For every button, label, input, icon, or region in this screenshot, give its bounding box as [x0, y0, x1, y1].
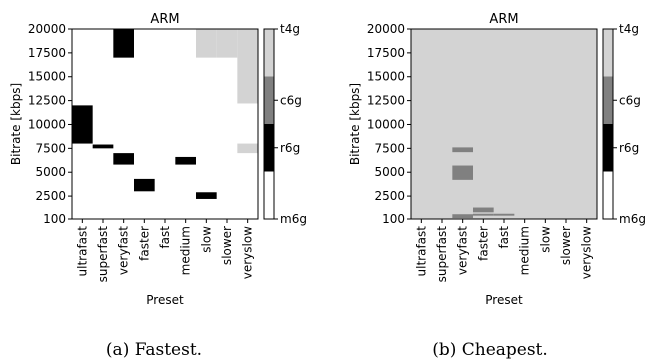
x-tick-label: slow	[199, 226, 213, 253]
heatmap-cell	[452, 165, 473, 180]
heatmap-background	[411, 29, 597, 219]
heatmap-cell	[92, 144, 114, 149]
heatmap-cell	[452, 214, 473, 219]
heatmap-cell	[113, 153, 134, 165]
y-tick-label: 100	[43, 212, 66, 226]
colorbar-frame	[263, 28, 275, 220]
x-tick-label: veryfast	[456, 226, 470, 275]
colorbar-label: r6g	[619, 141, 639, 155]
colorbar-label: m6g	[619, 212, 646, 226]
y-tick-label: 15000	[28, 70, 66, 84]
x-tick-label: veryslow	[241, 226, 255, 279]
colorbar-label: m6g	[280, 212, 307, 226]
colorbar-segment	[264, 171, 274, 219]
heatmap-cell	[175, 156, 196, 165]
heatmap-cell	[196, 29, 217, 58]
y-tick-label: 20000	[367, 22, 405, 36]
colorbar-label: r6g	[280, 141, 300, 155]
heatmap-cell	[196, 192, 217, 199]
x-tick-label: medium	[179, 226, 193, 275]
x-axis-label: Preset	[485, 293, 523, 307]
y-tick-label: 5000	[374, 165, 405, 179]
y-tick-label: 100	[382, 212, 405, 226]
heatmap-cell	[113, 29, 134, 58]
colorbar-segment	[264, 76, 274, 124]
chart-title: ARM	[150, 12, 179, 27]
colorbar-label: c6g	[619, 93, 641, 107]
x-tick-label: slower	[559, 226, 573, 265]
y-tick-label: 7500	[35, 141, 66, 155]
y-tick-label: 17500	[367, 46, 405, 60]
x-axis-label: Preset	[146, 293, 184, 307]
y-axis-label: Bitrate [kbps]	[348, 83, 362, 165]
y-tick-label: 2500	[374, 189, 405, 203]
colorbar-segment	[264, 29, 274, 77]
colorbar-segment	[603, 124, 613, 172]
y-tick-label: 20000	[28, 22, 66, 36]
y-tick-label: 5000	[35, 165, 66, 179]
y-tick-label: 10000	[367, 117, 405, 131]
y-tick-label: 15000	[367, 70, 405, 84]
x-tick-label: superfast	[435, 226, 449, 283]
heatmap-cell	[237, 143, 258, 154]
caption-fastest: (a) Fastest.	[106, 340, 202, 360]
x-tick-label: fast	[497, 226, 511, 249]
x-tick-label: medium	[518, 226, 532, 275]
y-tick-label: 17500	[28, 46, 66, 60]
x-tick-label: superfast	[96, 226, 110, 283]
y-tick-label: 12500	[28, 94, 66, 108]
heatmap-cell	[216, 29, 238, 58]
y-tick-label: 12500	[367, 94, 405, 108]
colorbar-label: t4g	[280, 22, 300, 36]
heatmap-cell	[452, 147, 473, 153]
x-tick-label: fast	[158, 226, 172, 249]
heatmap-cell	[473, 207, 494, 213]
colorbar-label: c6g	[280, 93, 302, 107]
colorbar-segment	[603, 76, 613, 124]
y-tick-label: 10000	[28, 117, 66, 131]
y-axis-label: Bitrate [kbps]	[9, 83, 23, 165]
caption-cheapest: (b) Cheapest.	[432, 340, 548, 360]
colorbar-segment	[603, 29, 613, 77]
x-tick-label: veryfast	[117, 226, 131, 275]
heatmap-cell	[72, 105, 93, 144]
x-tick-label: faster	[137, 226, 151, 261]
heatmap-background	[72, 29, 258, 219]
colorbar-segment	[603, 171, 613, 219]
heatmap-cell	[237, 29, 258, 104]
x-tick-label: slower	[220, 226, 234, 265]
x-tick-label: veryslow	[580, 226, 594, 279]
heatmap-cell	[473, 213, 494, 216]
x-tick-label: slow	[538, 226, 552, 253]
x-tick-label: faster	[476, 226, 490, 261]
x-tick-label: ultrafast	[414, 226, 428, 277]
y-tick-label: 2500	[35, 189, 66, 203]
y-tick-label: 7500	[374, 141, 405, 155]
x-tick-label: ultrafast	[75, 226, 89, 277]
colorbar-segment	[264, 124, 274, 172]
colorbar-label: t4g	[619, 22, 639, 36]
chart-fastest: ARM 100 2500 5000 7500 10000 12500 15000 17500 20…	[9, 12, 307, 307]
chart-title: ARM	[489, 12, 518, 27]
heatmap-cell	[493, 213, 515, 216]
heatmap-cell	[134, 178, 155, 192]
chart-cheapest: ARM 100 2500 5000 7500 10000 12500 15000 17500 20…	[348, 12, 646, 307]
colorbar-frame	[602, 28, 614, 220]
